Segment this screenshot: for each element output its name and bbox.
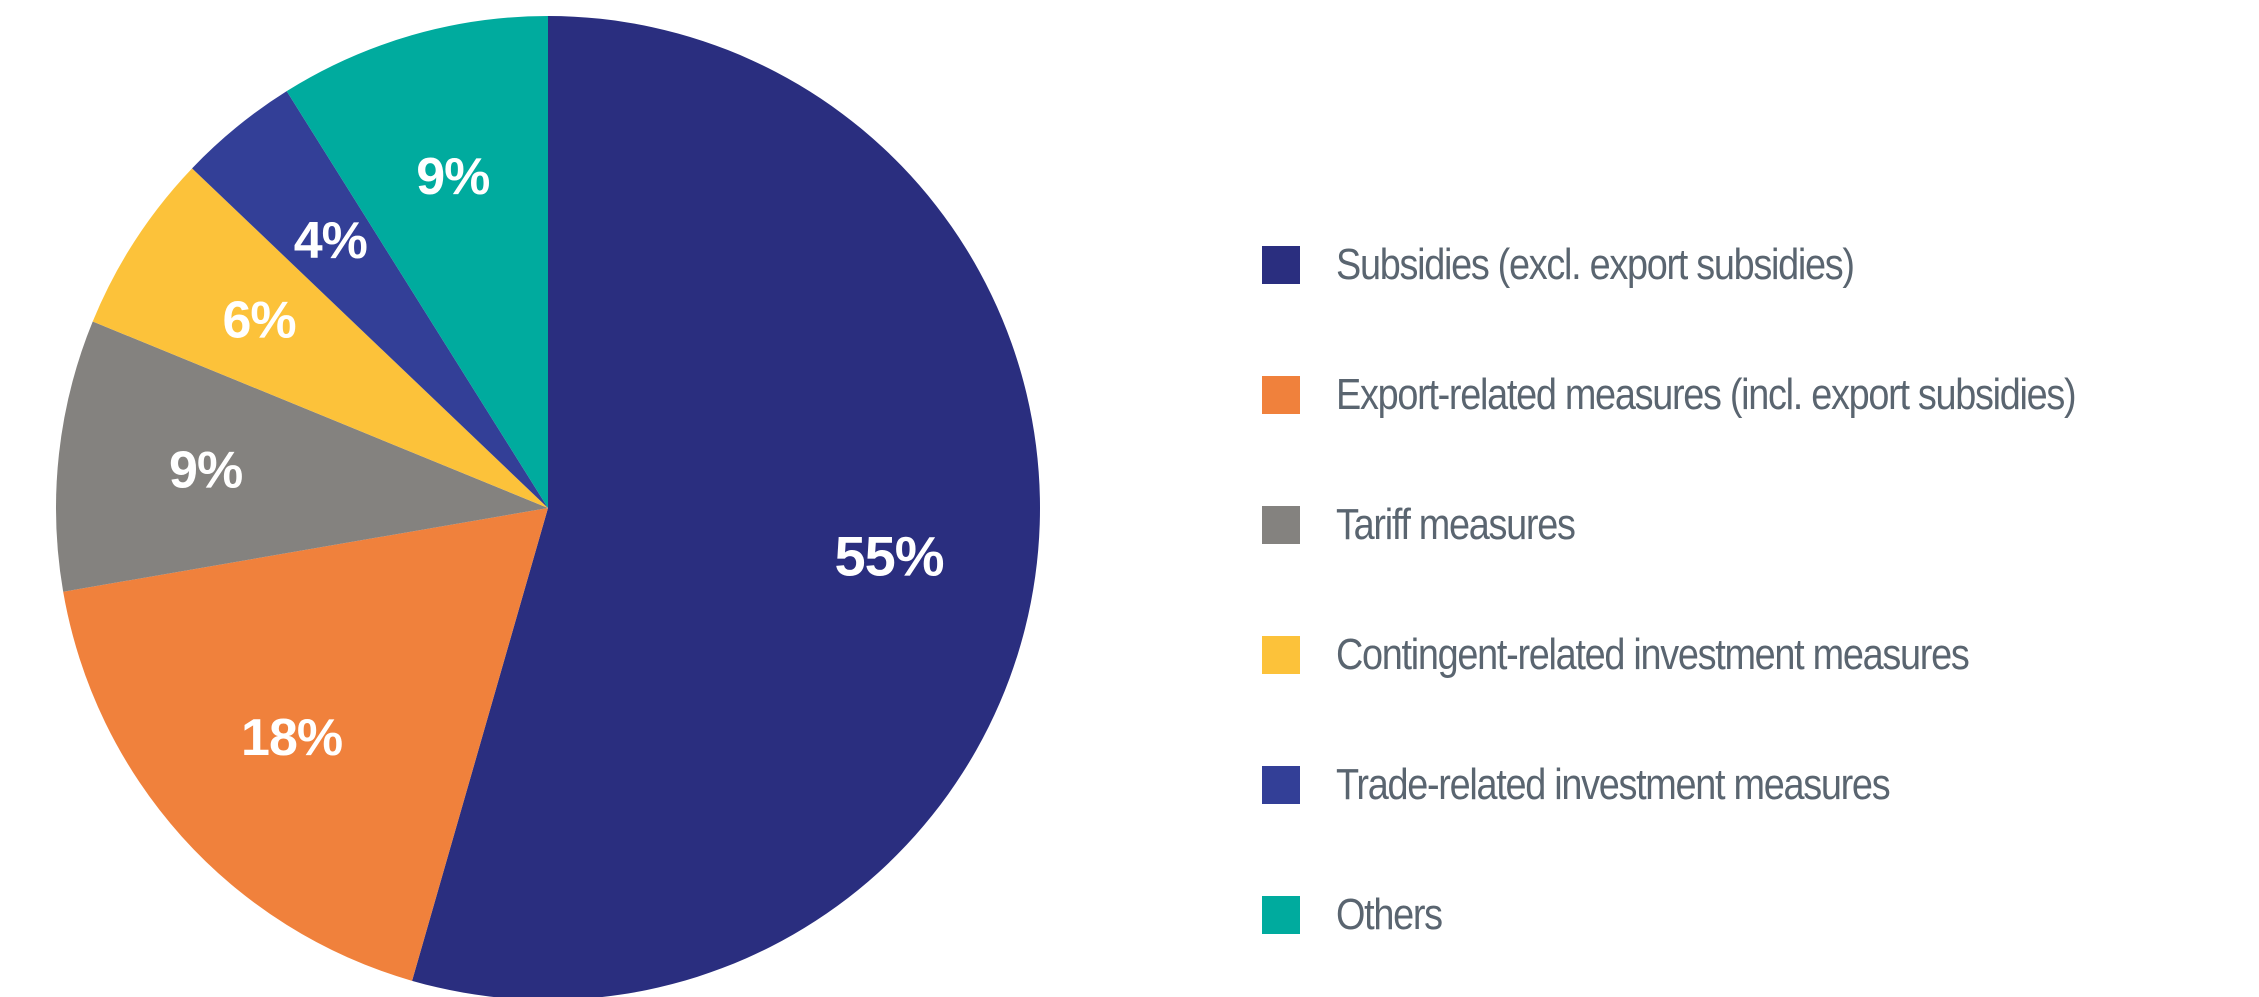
pie-slice-subsidies xyxy=(412,16,1040,997)
pie-value-label-trade-related: 4% xyxy=(294,212,367,270)
legend-swatch xyxy=(1262,506,1300,544)
legend-item-contingent: Contingent-related investment measures xyxy=(1262,590,2242,720)
pie-value-label-others: 9% xyxy=(416,148,489,206)
pie-value-label-subsidies: 55% xyxy=(834,525,943,588)
legend-label: Others xyxy=(1336,890,1443,939)
pie-slice-trade-related xyxy=(192,91,549,509)
legend-item-export-related: Export-related measures (incl. export su… xyxy=(1262,330,2242,460)
pie-slice-contingent xyxy=(92,168,548,508)
legend-swatch xyxy=(1262,896,1300,934)
pie-slice-export-related xyxy=(63,508,548,981)
pie-slice-others xyxy=(286,16,548,508)
legend-swatch xyxy=(1262,376,1300,414)
legend-swatch xyxy=(1262,766,1300,804)
legend-label: Contingent-related investment measures xyxy=(1336,630,1970,679)
legend-swatch xyxy=(1262,636,1300,674)
legend-item-tariff: Tariff measures xyxy=(1262,460,2242,590)
legend-label: Trade-related investment measures xyxy=(1336,760,1891,809)
legend-item-subsidies: Subsidies (excl. export subsidies) xyxy=(1262,200,2242,330)
legend: Subsidies (excl. export subsidies) Expor… xyxy=(1262,200,2242,980)
legend-swatch xyxy=(1262,246,1300,284)
legend-item-trade-related: Trade-related investment measures xyxy=(1262,720,2242,850)
pie-value-labels: 55% 18% 9% 6% 4% 9% xyxy=(169,148,945,767)
legend-label: Export-related measures (incl. export su… xyxy=(1336,370,2077,419)
legend-item-others: Others xyxy=(1262,850,2242,980)
pie-slices xyxy=(56,16,1040,997)
pie-value-label-contingent: 6% xyxy=(222,292,295,350)
pie-value-label-export-related: 18% xyxy=(241,709,342,767)
legend-label: Tariff measures xyxy=(1336,500,1576,549)
pie-value-label-tariff: 9% xyxy=(169,442,242,500)
pie-slice-tariff xyxy=(56,321,549,592)
legend-label: Subsidies (excl. export subsidies) xyxy=(1336,240,1855,289)
